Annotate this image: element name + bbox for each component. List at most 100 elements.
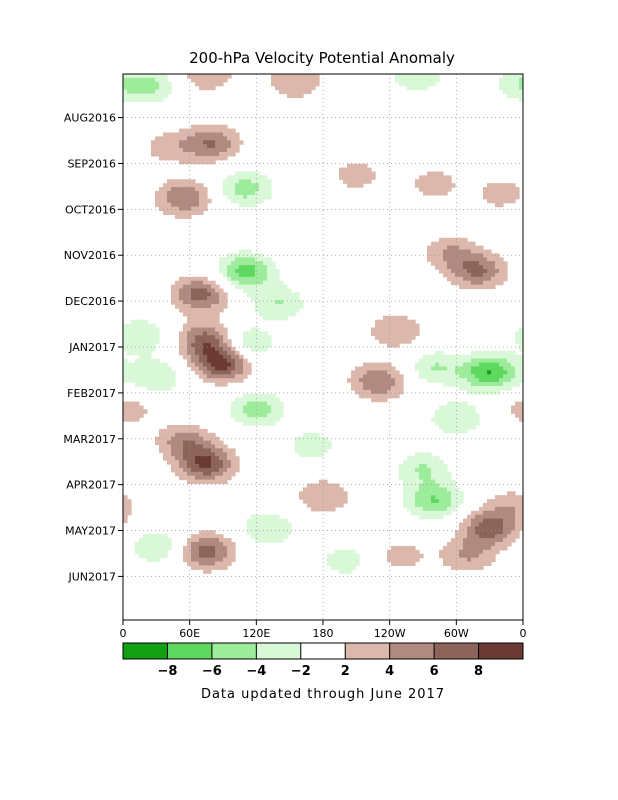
anomaly-cell	[495, 542, 500, 547]
anomaly-cell	[223, 464, 228, 469]
anomaly-cell	[455, 553, 460, 559]
anomaly-cell	[443, 354, 448, 360]
anomaly-cell	[271, 315, 276, 321]
anomaly-cell	[431, 257, 436, 262]
anomaly-cell	[231, 557, 236, 563]
anomaly-cell	[199, 327, 204, 332]
anomaly-cell	[483, 249, 488, 254]
anomaly-cell	[431, 495, 436, 500]
anomaly-cell	[135, 93, 140, 98]
anomaly-cell	[471, 276, 476, 282]
anomaly-cell	[495, 257, 500, 262]
anomaly-cell	[135, 331, 140, 336]
anomaly-cell	[219, 140, 224, 145]
anomaly-cell	[491, 187, 496, 192]
anomaly-cell	[199, 440, 204, 446]
anomaly-cell	[235, 171, 240, 176]
anomaly-cell	[287, 292, 292, 297]
anomaly-cell	[255, 261, 260, 266]
anomaly-cell	[459, 245, 464, 251]
anomaly-cell	[283, 292, 288, 297]
anomaly-cell	[187, 187, 192, 192]
anomaly-cell	[127, 366, 132, 371]
anomaly-cell	[167, 210, 172, 215]
anomaly-cell	[483, 542, 488, 547]
anomaly-cell	[395, 549, 400, 555]
anomaly-cell	[211, 315, 216, 321]
anomaly-cell	[147, 323, 152, 329]
anomaly-cell	[143, 85, 148, 91]
anomaly-cell	[515, 362, 520, 368]
anomaly-cell	[403, 503, 408, 508]
anomaly-cell	[219, 300, 224, 305]
anomaly-cell	[435, 191, 440, 196]
anomaly-cell	[387, 323, 392, 329]
anomaly-cell	[143, 409, 148, 414]
anomaly-cell	[487, 183, 492, 188]
anomaly-cell	[399, 467, 404, 473]
anomaly-cell	[155, 77, 160, 83]
anomaly-cell	[367, 374, 372, 379]
anomaly-cell	[463, 386, 468, 391]
anomaly-cell	[271, 409, 276, 414]
anomaly-cell	[279, 409, 284, 414]
anomaly-cell	[423, 483, 428, 488]
anomaly-cell	[423, 495, 428, 500]
anomaly-cell	[387, 370, 392, 375]
anomaly-cell	[451, 487, 456, 492]
anomaly-cell	[495, 374, 500, 379]
anomaly-cell	[415, 483, 420, 488]
anomaly-cell	[367, 378, 372, 383]
anomaly-cell	[275, 276, 280, 282]
anomaly-cell	[507, 81, 512, 87]
anomaly-cell	[163, 436, 168, 442]
anomaly-cell	[291, 77, 296, 83]
anomaly-cell	[171, 140, 176, 145]
anomaly-cell	[147, 350, 152, 356]
anomaly-cell	[483, 272, 488, 278]
anomaly-cell	[519, 93, 523, 98]
anomaly-cell	[263, 315, 268, 321]
anomaly-cell	[287, 93, 292, 98]
anomaly-cell	[239, 401, 244, 407]
anomaly-cell	[203, 202, 208, 208]
anomaly-cell	[179, 335, 184, 340]
anomaly-cell	[295, 300, 300, 305]
anomaly-cell	[323, 436, 328, 442]
anomaly-cell	[227, 549, 232, 555]
anomaly-cell	[475, 538, 480, 543]
anomaly-cell	[463, 362, 468, 368]
anomaly-cell	[499, 81, 504, 87]
anomaly-cell	[223, 152, 228, 157]
anomaly-cell	[411, 323, 416, 329]
anomaly-cell	[443, 499, 448, 504]
anomaly-cell	[459, 549, 464, 555]
anomaly-cell	[243, 362, 248, 368]
anomaly-cell	[479, 257, 484, 262]
anomaly-cell	[315, 448, 320, 453]
anomaly-cell	[519, 417, 523, 422]
anomaly-cell	[207, 374, 212, 379]
anomaly-cell	[439, 350, 444, 356]
anomaly-cell	[195, 331, 200, 336]
anomaly-cell	[423, 362, 428, 368]
anomaly-cell	[475, 514, 480, 520]
anomaly-cell	[519, 514, 523, 520]
anomaly-cell	[247, 269, 252, 274]
anomaly-cell	[291, 93, 296, 98]
anomaly-cell	[235, 148, 240, 153]
anomaly-cell	[151, 74, 156, 79]
anomaly-cell	[243, 339, 248, 344]
anomaly-cell	[335, 561, 340, 566]
anomaly-cell	[387, 382, 392, 387]
anomaly-cell	[359, 366, 364, 371]
anomaly-cell	[279, 81, 284, 87]
anomaly-cell	[419, 499, 424, 504]
anomaly-cell	[275, 288, 280, 293]
anomaly-cell	[179, 339, 184, 344]
anomaly-cell	[479, 561, 484, 566]
anomaly-cell	[451, 495, 456, 500]
anomaly-cell	[451, 366, 456, 371]
anomaly-cell	[319, 448, 324, 453]
anomaly-cell	[475, 526, 480, 531]
